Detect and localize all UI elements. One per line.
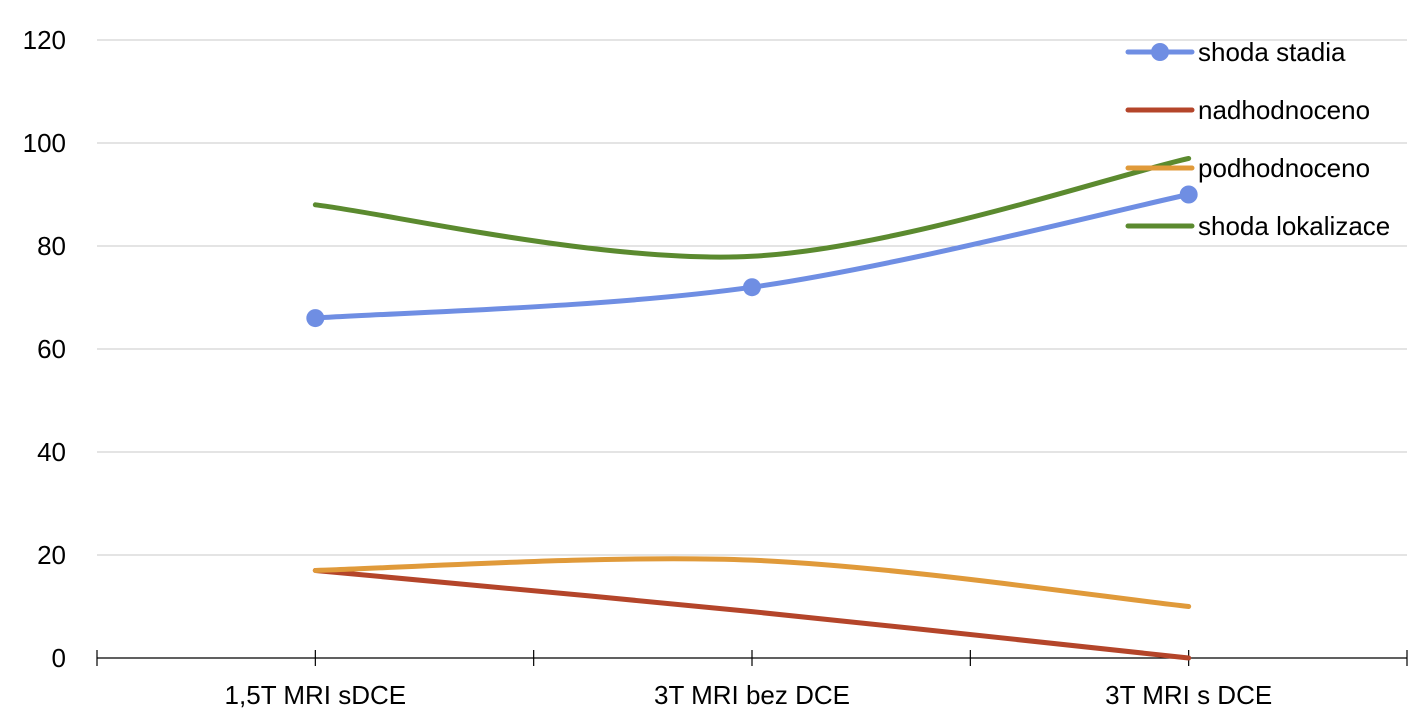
x-tick-label: 3T MRI s DCE [1105, 680, 1272, 710]
y-tick-label: 120 [23, 25, 66, 55]
series-line-podhodnoceno [312, 556, 1192, 609]
data-point-marker [1179, 185, 1198, 204]
y-tick-label: 40 [37, 437, 66, 467]
x-tick-label: 1,5T MRI sDCE [225, 680, 407, 710]
legend: shoda stadia nadhodnoceno podhodnoceno shod… [1125, 37, 1390, 241]
series-line-nadhodnoceno [312, 567, 1192, 661]
x-axis-tick-labels: 1,5T MRI sDCE 3T MRI bez DCE 3T MRI s DCE [225, 680, 1273, 710]
y-axis-tick-labels: 0 20 40 60 80 100 120 [23, 25, 66, 673]
x-axis [96, 650, 1408, 666]
legend-label: nadhodnoceno [1198, 95, 1370, 125]
series-lines [306, 155, 1198, 661]
y-tick-label: 100 [23, 128, 66, 158]
legend-marker [1151, 43, 1169, 61]
x-tick-label: 3T MRI bez DCE [654, 680, 850, 710]
legend-label: shoda stadia [1198, 37, 1346, 67]
gridlines [97, 39, 1407, 556]
legend-label: shoda lokalizace [1198, 211, 1390, 241]
legend-label: podhodnoceno [1198, 153, 1370, 183]
y-tick-label: 0 [52, 643, 66, 673]
y-tick-label: 80 [37, 231, 66, 261]
data-point-marker [306, 309, 325, 328]
y-tick-label: 20 [37, 540, 66, 570]
data-point-marker [743, 278, 761, 297]
y-tick-label: 60 [37, 334, 66, 364]
series-line-shoda-lokalizace [312, 155, 1192, 260]
